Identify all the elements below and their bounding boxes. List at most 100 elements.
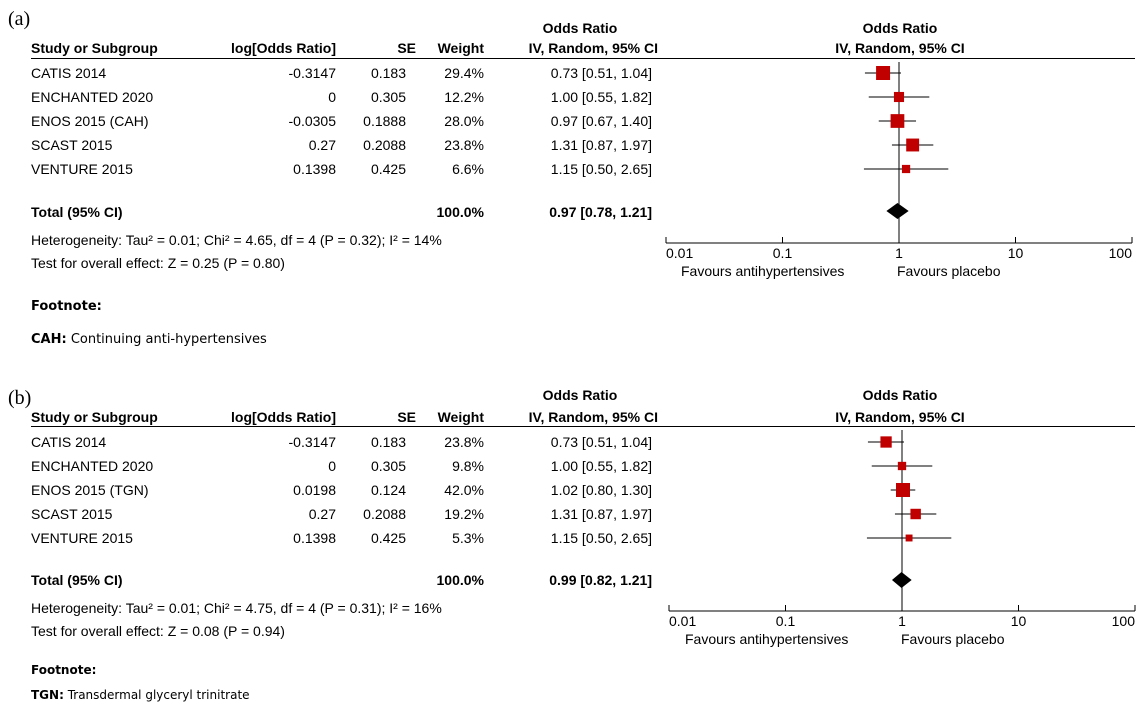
header-rule	[31, 426, 1135, 427]
study-ci: 0.97 [0.67, 1.40]	[550, 113, 652, 129]
heterogeneity-stats: Heterogeneity: Tau² = 0.01; Chi² = 4.65,…	[31, 232, 442, 248]
study-point-marker	[880, 436, 892, 448]
total-ci: 0.97 [0.78, 1.21]	[549, 204, 652, 220]
plot-method-header: IV, Random, 95% CI	[835, 409, 965, 425]
study-log-or: -0.3147	[288, 65, 336, 81]
header-rule	[31, 58, 1135, 59]
overall-effect-test: Test for overall effect: Z = 0.25 (P = 0…	[31, 255, 285, 271]
study-se: 0.305	[370, 458, 406, 474]
footnote: TGN: Transdermal glyceryl trinitrate	[31, 688, 250, 702]
total-weight: 100.0%	[436, 572, 484, 588]
study-name: SCAST 2015	[31, 506, 113, 522]
footnote-definition: Continuing anti-hypertensives	[66, 332, 267, 347]
study-weight: 12.2%	[444, 89, 484, 105]
study-ci: 0.73 [0.51, 1.04]	[550, 434, 652, 450]
study-weight: 19.2%	[444, 506, 484, 522]
study-name: VENTURE 2015	[31, 161, 133, 177]
study-se: 0.124	[370, 482, 406, 498]
x-axis-tick-label: 0.01	[666, 245, 693, 261]
x-axis-tick-label: 100	[1109, 245, 1133, 261]
study-log-or: 0.27	[308, 137, 336, 153]
study-se: 0.425	[370, 530, 406, 546]
plot-title: Odds Ratio	[862, 20, 938, 36]
study-ci: 1.00 [0.55, 1.82]	[550, 89, 652, 105]
panel-label: (a)	[8, 8, 31, 30]
x-axis-tick-label: 10	[1011, 613, 1027, 629]
study-name: ENOS 2015 (TGN)	[31, 482, 149, 498]
x-axis-tick-label: 1	[895, 245, 903, 261]
study-log-or: 0.27	[308, 506, 336, 522]
study-weight: 6.6%	[452, 161, 484, 177]
favours-right-label: Favours placebo	[897, 263, 1001, 279]
log-or-column-header: log[Odds Ratio]	[231, 40, 336, 56]
study-ci: 1.15 [0.50, 2.65]	[550, 161, 652, 177]
or-method-header: IV, Random, 95% CI	[528, 409, 658, 425]
total-ci: 0.99 [0.82, 1.21]	[549, 572, 652, 588]
heterogeneity-stats: Heterogeneity: Tau² = 0.01; Chi² = 4.75,…	[31, 600, 442, 616]
log-or-column-header: log[Odds Ratio]	[231, 409, 336, 425]
study-name: VENTURE 2015	[31, 530, 133, 546]
study-weight: 42.0%	[444, 482, 484, 498]
x-axis-tick-label: 0.01	[669, 613, 696, 629]
total-label: Total (95% CI)	[31, 572, 123, 588]
study-se: 0.2088	[363, 506, 406, 522]
study-point-marker	[906, 138, 920, 152]
study-weight: 9.8%	[452, 458, 484, 474]
study-weight: 23.8%	[444, 434, 484, 450]
study-point-marker	[896, 483, 911, 497]
study-ci: 0.73 [0.51, 1.04]	[550, 65, 652, 81]
study-se: 0.183	[370, 65, 406, 81]
study-ci: 1.00 [0.55, 1.82]	[550, 458, 652, 474]
study-point-marker	[890, 114, 905, 128]
se-column-header: SE	[397, 409, 416, 425]
x-axis-tick-label: 1	[898, 613, 906, 629]
study-point-marker	[901, 164, 911, 174]
footnote-abbreviation: CAH:	[31, 332, 67, 347]
x-axis-tick-label: 100	[1112, 613, 1136, 629]
study-weight: 29.4%	[444, 65, 484, 81]
study-name: CATIS 2014	[31, 65, 107, 81]
weight-column-header: Weight	[437, 409, 484, 425]
footnote-definition: Transdermal glyceryl trinitrate	[63, 688, 250, 702]
x-axis-tick-label: 0.1	[776, 613, 796, 629]
study-se: 0.2088	[363, 137, 406, 153]
total-label: Total (95% CI)	[31, 204, 123, 220]
study-log-or: -0.3147	[288, 434, 336, 450]
study-weight: 28.0%	[444, 113, 484, 129]
study-point-marker	[905, 534, 913, 542]
footnote-heading: Footnote:	[31, 299, 102, 314]
forest-plot-b: 0.01 0.1 1 10 100	[668, 430, 1136, 629]
study-column-header: Study or Subgroup	[31, 409, 158, 425]
study-name: ENCHANTED 2020	[31, 458, 154, 474]
se-column-header: SE	[397, 40, 416, 56]
favours-right-label: Favours placebo	[901, 631, 1005, 647]
favours-left-label: Favours antihypertensives	[685, 631, 849, 647]
study-log-or: 0	[328, 458, 336, 474]
study-log-or: -0.0305	[288, 113, 336, 129]
study-log-or: 0.0198	[293, 482, 336, 498]
footnote: CAH: Continuing anti-hypertensives	[31, 332, 267, 347]
study-weight: 23.8%	[444, 137, 484, 153]
study-log-or: 0.1398	[293, 530, 336, 546]
study-column-header: Study or Subgroup	[31, 40, 158, 56]
study-ci: 1.02 [0.80, 1.30]	[550, 482, 652, 498]
or-column-title: Odds Ratio	[542, 387, 618, 403]
or-column-title: Odds Ratio	[542, 20, 618, 36]
pooled-diamond	[886, 203, 909, 219]
weight-column-header: Weight	[437, 40, 484, 56]
study-point-marker	[910, 508, 921, 520]
footnote-abbreviation: TGN:	[31, 688, 64, 702]
overall-effect-test: Test for overall effect: Z = 0.08 (P = 0…	[31, 623, 285, 639]
study-name: SCAST 2015	[31, 137, 113, 153]
study-ci: 1.31 [0.87, 1.97]	[550, 506, 652, 522]
study-point-marker	[876, 66, 891, 80]
study-log-or: 0.1398	[293, 161, 336, 177]
study-se: 0.1888	[363, 113, 406, 129]
pooled-diamond	[891, 572, 912, 588]
plot-method-header: IV, Random, 95% CI	[835, 40, 965, 56]
x-axis-tick-label: 10	[1008, 245, 1024, 261]
study-ci: 1.31 [0.87, 1.97]	[550, 137, 652, 153]
footnote-heading: Footnote:	[31, 663, 97, 677]
forest-plot-a: 0.01 0.1 1 10 100	[665, 62, 1133, 261]
total-weight: 100.0%	[436, 204, 484, 220]
